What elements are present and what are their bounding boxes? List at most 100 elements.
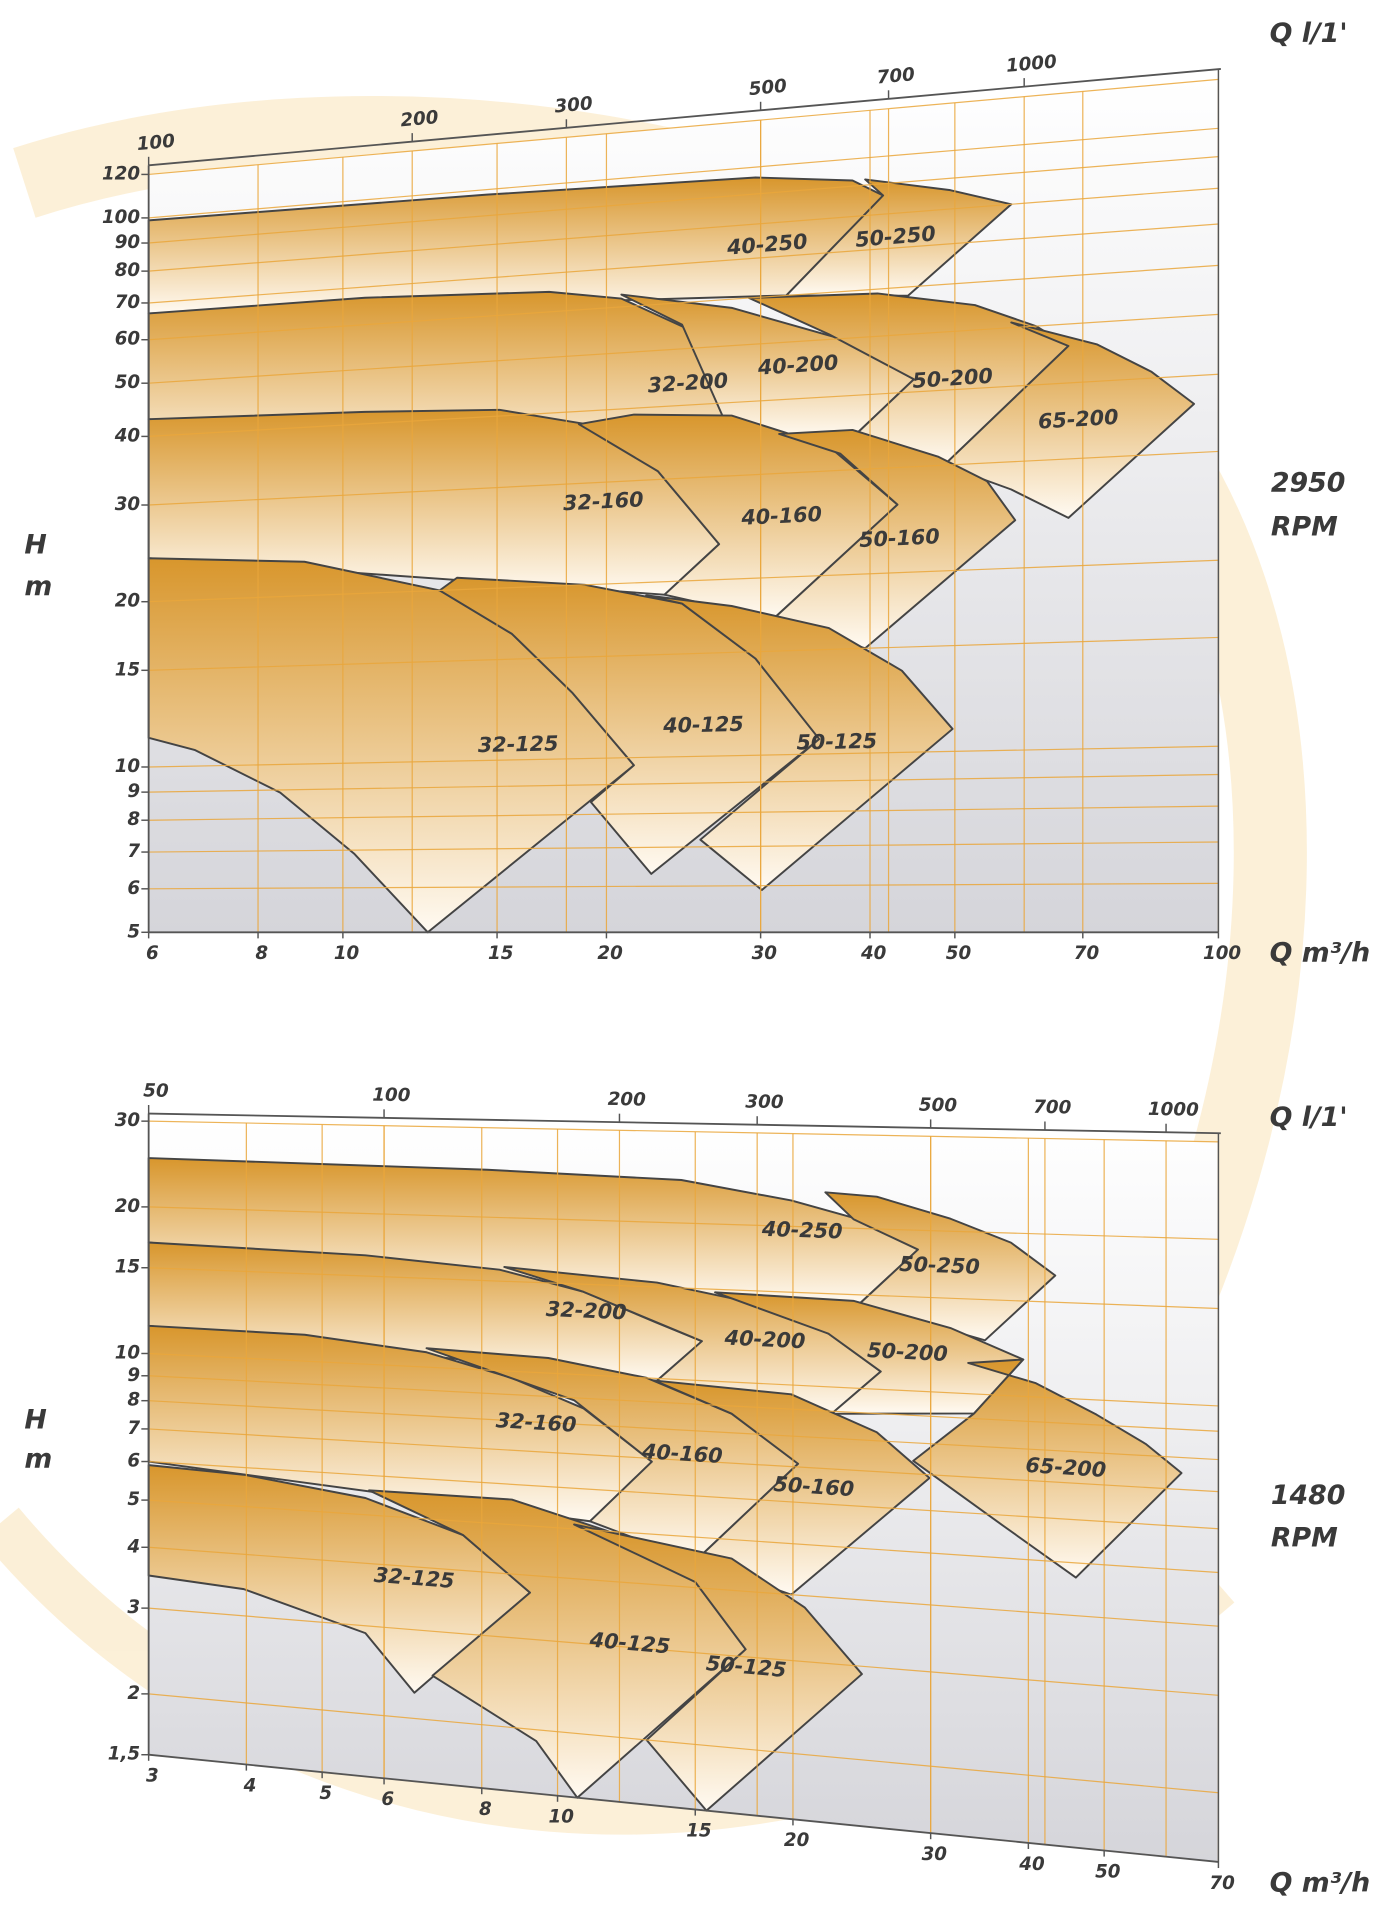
x2-tick-label: 200: [400, 107, 440, 131]
region-label: 40-250: [761, 1217, 843, 1244]
x-tick-label: 3: [146, 1766, 159, 1787]
region-label: 32-125: [478, 731, 559, 757]
x-tick-label: 100: [1203, 943, 1241, 964]
y-tick-label: 40: [114, 425, 141, 446]
grid-line: [148, 841, 1219, 853]
y-tick-label: 10: [115, 1342, 141, 1363]
region-label: 40-200: [756, 350, 839, 379]
speed-label: 2950: [1271, 467, 1346, 498]
y-tick-label: 7: [127, 841, 140, 862]
x2-axis-title: Q l/1': [1270, 1102, 1348, 1133]
region-label: 50-250: [899, 1252, 980, 1279]
speed-unit: RPM: [1271, 1523, 1338, 1554]
x2-tick-label: 500: [919, 1095, 958, 1117]
region-label: 32-200: [545, 1297, 627, 1324]
speed-label: 1480: [1271, 1480, 1346, 1511]
y-tick-label: 5: [127, 1489, 140, 1510]
x2-tick-label: 1000: [1005, 51, 1058, 76]
y-tick-label: 6: [127, 878, 140, 899]
y-tick-label: 60: [115, 329, 141, 350]
x-axis-title: Q m³/h: [1270, 1867, 1371, 1898]
speed-unit: RPM: [1271, 511, 1338, 542]
y-tick-label: 20: [115, 591, 141, 612]
x2-tick-label: 100: [372, 1085, 411, 1107]
grid-line: [148, 1607, 1219, 1696]
grid-line: [148, 373, 1219, 438]
x2-tick-label: 700: [876, 64, 916, 88]
region-label: 40-160: [640, 1439, 723, 1468]
y-tick-label: 1,5: [108, 1744, 140, 1765]
y-axis-unit: m: [24, 571, 52, 602]
y-tick-label: 15: [115, 659, 140, 680]
x2-axis-title: Q l/1': [1270, 18, 1348, 49]
grid-line: [148, 155, 1219, 244]
region-label: 32-160: [495, 1408, 577, 1437]
pump-region: [645, 594, 954, 891]
region-label: 32-160: [562, 487, 644, 515]
region-label: 40-125: [662, 712, 744, 738]
pump-region: [438, 576, 821, 875]
y-tick-label: 90: [115, 232, 141, 253]
x-tick-label: 50: [946, 943, 972, 964]
grid-line: [148, 450, 1219, 506]
y-tick-label: 120: [102, 163, 140, 184]
grid-line: [148, 1206, 1219, 1240]
y-tick-label: 2: [127, 1683, 140, 1704]
grid-line: [148, 223, 1219, 304]
x2-tick-label: 700: [1033, 1097, 1072, 1119]
y-tick-label: 30: [115, 494, 141, 515]
grid-line: [148, 1267, 1219, 1310]
region-label: 40-160: [740, 502, 823, 530]
x-tick-label: 5: [319, 1783, 332, 1804]
x-tick-label: 70: [1209, 1873, 1235, 1894]
y-tick-label: 7: [127, 1418, 140, 1439]
axis-line: [148, 68, 1221, 167]
x-tick-label: 30: [922, 1844, 948, 1865]
y-tick-label: 3: [127, 1597, 140, 1618]
grid-line: [148, 559, 1219, 603]
y-tick-label: 9: [127, 781, 140, 802]
grid-line: [148, 1499, 1219, 1574]
x-tick-label: 50: [1095, 1861, 1121, 1882]
region-label: 50-160: [859, 524, 941, 552]
x-tick-label: 15: [686, 1820, 711, 1841]
x2-tick-label: 300: [745, 1091, 784, 1113]
grid-line: [148, 187, 1219, 272]
x-tick-label: 8: [255, 943, 268, 964]
region-label: 50-160: [773, 1472, 855, 1501]
x-axis-title: Q m³/h: [1270, 938, 1371, 969]
axis-line: [148, 1753, 1219, 1863]
region-label: 50-200: [867, 1338, 949, 1366]
x-tick-label: 40: [1018, 1854, 1045, 1875]
grid-line: [148, 78, 1219, 176]
grid-line: [148, 1120, 1219, 1143]
x-tick-label: 20: [784, 1830, 810, 1851]
x-tick-label: 15: [488, 943, 513, 964]
grid-line: [148, 745, 1219, 768]
x2-tick-label: 50: [143, 1080, 169, 1101]
y-tick-label: 30: [115, 1110, 141, 1131]
x-tick-label: 10: [334, 943, 360, 964]
grid-line: [148, 773, 1219, 793]
grid-line: [148, 882, 1219, 890]
grid-line: [148, 1693, 1219, 1794]
y-tick-label: 5: [127, 921, 140, 942]
x-tick-label: 20: [597, 943, 623, 964]
y-tick-label: 6: [127, 1451, 140, 1472]
y-tick-label: 100: [102, 207, 140, 228]
y-tick-label: 80: [115, 260, 141, 281]
x-tick-label: 6: [381, 1789, 394, 1810]
y-axis-title: H: [24, 530, 46, 561]
y-axis-title: H: [24, 1404, 46, 1435]
y-tick-label: 8: [127, 1390, 140, 1411]
y-tick-label: 10: [115, 756, 141, 777]
grid-line: [148, 1352, 1219, 1407]
region-label: 65-200: [1025, 1453, 1107, 1482]
y-tick-label: 50: [115, 372, 141, 393]
axis-line: [148, 1112, 1221, 1135]
grid-line: [148, 313, 1219, 384]
x-tick-label: 4: [243, 1775, 257, 1796]
x2-tick-label: 1000: [1148, 1099, 1200, 1121]
